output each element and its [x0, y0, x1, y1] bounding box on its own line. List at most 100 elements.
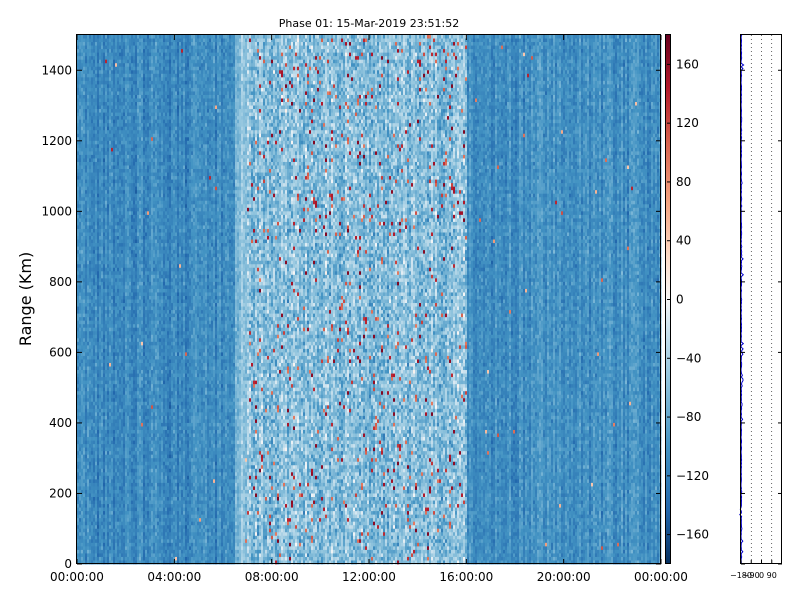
- heatmap-cell: [91, 292, 94, 297]
- heatmap-cell: [103, 412, 106, 417]
- heatmap-cell: [91, 204, 94, 209]
- heatmap-cell: [103, 236, 106, 240]
- heatmap-cell: [85, 387, 88, 392]
- heatmap-cell: [87, 542, 90, 547]
- heatmap-cell: [91, 556, 94, 561]
- heatmap-cell: [79, 507, 82, 512]
- heatmap-cell: [91, 475, 94, 480]
- heatmap-cell: [105, 119, 108, 124]
- heatmap-cell: [79, 183, 82, 188]
- heatmap-cell: [79, 84, 82, 89]
- heatmap-cell: [77, 285, 80, 290]
- heatmap-cell: [89, 454, 92, 459]
- heatmap-cell: [99, 419, 102, 424]
- heatmap-cell: [107, 264, 110, 269]
- heatmap-cell: [103, 419, 106, 424]
- heatmap-cell: [101, 408, 104, 413]
- heatmap-cell: [99, 140, 102, 145]
- heatmap-cell: [77, 154, 80, 159]
- heatmap-cell: [77, 211, 80, 216]
- heatmap-cell: [101, 412, 104, 417]
- heatmap-cell: [99, 299, 102, 304]
- heatmap-cell: [79, 140, 82, 145]
- heatmap-cell: [81, 84, 84, 89]
- heatmap-cell: [99, 380, 102, 385]
- heatmap-cell: [99, 137, 102, 142]
- heatmap-cell: [87, 313, 90, 318]
- heatmap-cell: [81, 303, 84, 307]
- heatmap-cell: [93, 218, 96, 223]
- heatmap-cell: [91, 405, 94, 410]
- heatmap-cell: [89, 447, 92, 452]
- heatmap-cell: [103, 274, 106, 279]
- heatmap-cell: [93, 429, 96, 434]
- heatmap-cell: [89, 514, 92, 519]
- heatmap-cell: [107, 52, 110, 57]
- heatmap-cell: [101, 317, 104, 322]
- heatmap-cell: [89, 415, 92, 420]
- heatmap-cell: [105, 493, 108, 498]
- heatmap-cell: [89, 387, 92, 392]
- heatmap-cell: [97, 532, 100, 537]
- heatmap-cell: [81, 447, 84, 452]
- heatmap-cell: [101, 422, 104, 427]
- heatmap-cell: [81, 482, 84, 487]
- heatmap-cell: [81, 338, 84, 343]
- heatmap-cell: [83, 553, 86, 558]
- heatmap-cell: [107, 186, 110, 191]
- heatmap-cell: [85, 482, 88, 487]
- heatmap-cell: [93, 553, 96, 558]
- heatmap-cell: [97, 236, 100, 240]
- heatmap-cell: [87, 380, 90, 385]
- heatmap-cell: [89, 278, 92, 283]
- heatmap-cell: [83, 507, 86, 512]
- heatmap-cell: [89, 419, 92, 424]
- heatmap-cell: [89, 267, 92, 272]
- heatmap-cell: [91, 366, 94, 371]
- heatmap-cell: [89, 56, 92, 61]
- heatmap-cell: [89, 437, 92, 441]
- heatmap-cell: [105, 334, 108, 339]
- heatmap-cell: [95, 461, 98, 466]
- heatmap-cell: [77, 147, 80, 152]
- heatmap-cell: [83, 137, 86, 142]
- heatmap-cell: [89, 59, 92, 64]
- heatmap-cell: [99, 313, 102, 318]
- heatmap-cell: [95, 126, 98, 131]
- heatmap-cell: [85, 197, 88, 202]
- heatmap-cell: [85, 313, 88, 318]
- heatmap-cell: [103, 133, 106, 138]
- heatmap-cell: [91, 207, 94, 212]
- heatmap-cell: [81, 377, 84, 382]
- heatmap-cell: [93, 87, 96, 92]
- heatmap-cell: [103, 352, 106, 357]
- heatmap-cell: [81, 535, 84, 540]
- heatmap-cell: [93, 35, 96, 39]
- heatmap-cell: [93, 70, 96, 75]
- heatmap-cell: [105, 475, 108, 480]
- heatmap-cell: [81, 486, 84, 491]
- heatmap-cell: [87, 500, 90, 505]
- heatmap-cell: [91, 281, 94, 286]
- heatmap-cell: [83, 549, 86, 554]
- heatmap-cell: [95, 525, 98, 530]
- heatmap-cell: [103, 112, 106, 117]
- heatmap-cell: [95, 426, 98, 431]
- heatmap-cell: [103, 451, 106, 456]
- heatmap-cell: [87, 250, 90, 255]
- heatmap-cell: [99, 66, 102, 71]
- heatmap-cell: [83, 355, 86, 360]
- heatmap-cell: [85, 211, 88, 216]
- heatmap-cell: [99, 236, 102, 240]
- heatmap-cell: [79, 486, 82, 491]
- heatmap-cell: [99, 387, 102, 392]
- heatmap-cell: [103, 514, 106, 519]
- heatmap-cell: [77, 327, 80, 332]
- heatmap-cell: [105, 165, 108, 170]
- heatmap-cell: [95, 292, 98, 297]
- heatmap-cell: [103, 204, 106, 209]
- heatmap-cell: [91, 348, 94, 353]
- heatmap-cell: [85, 380, 88, 385]
- heatmap-cell: [93, 489, 96, 494]
- heatmap-cell: [101, 507, 104, 512]
